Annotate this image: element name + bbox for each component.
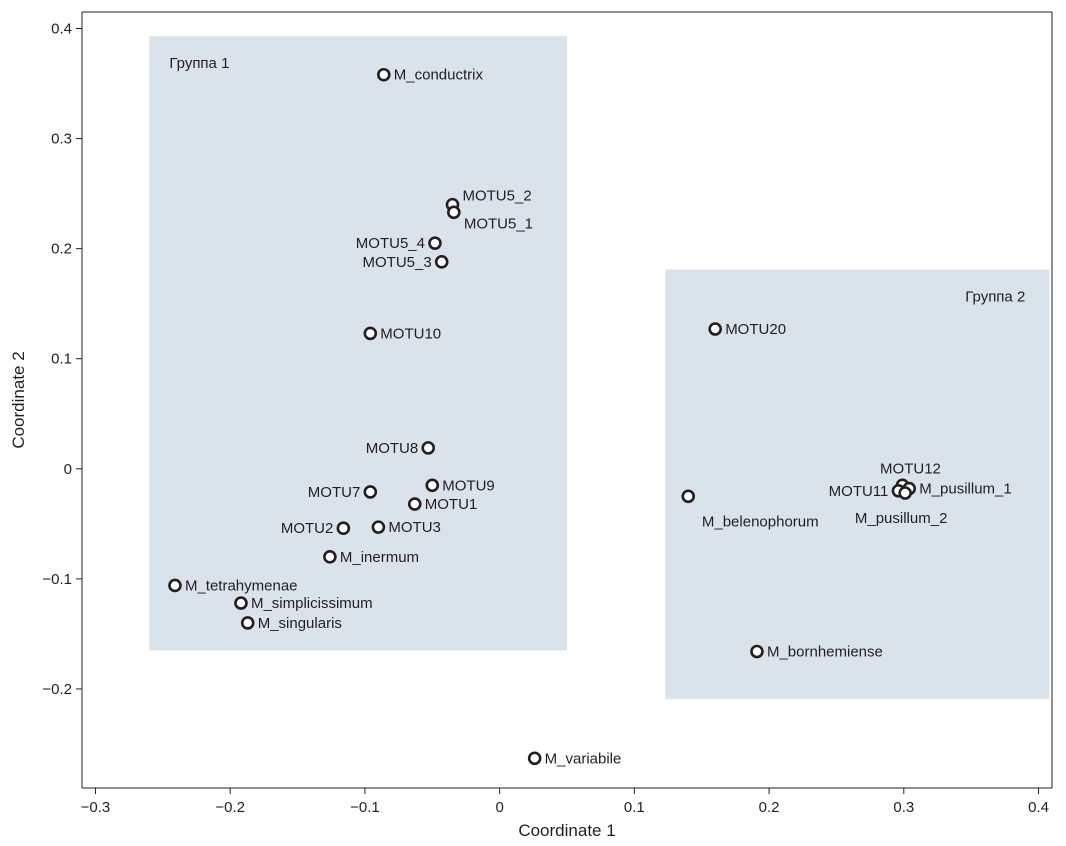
point-label: M_belenophorum bbox=[702, 513, 819, 530]
point-label: MOTU11 bbox=[829, 483, 889, 500]
data-point bbox=[336, 521, 351, 536]
point-label: M_variabile bbox=[545, 750, 622, 767]
point-label: MOTU9 bbox=[442, 477, 495, 494]
data-point bbox=[447, 205, 461, 220]
point-label: MOTU1 bbox=[425, 496, 478, 513]
point-label: M_simplicissimum bbox=[251, 595, 373, 612]
x-tick-label: 0 bbox=[495, 799, 503, 816]
group-label-1: Группа 1 bbox=[169, 55, 229, 72]
data-point bbox=[527, 751, 542, 766]
point-label: MOTU8 bbox=[366, 440, 419, 457]
x-tick-label: 0.1 bbox=[624, 799, 645, 816]
point-label: MOTU5_1 bbox=[464, 215, 533, 232]
point-label: M_pusillum_2 bbox=[855, 510, 948, 527]
y-axis-title: Coordinate 2 bbox=[9, 351, 28, 448]
group-regions: Группа 1 Группа 2 bbox=[149, 36, 1050, 699]
point-label: M_bornhemiense bbox=[767, 644, 883, 661]
group-region-1 bbox=[149, 36, 567, 651]
axes: −0.3 −0.2 −0.1 0 0.1 0.2 0.3 0.4 −0.2 −0.1 0 0.1 0.2… bbox=[42, 11, 1053, 816]
data-point bbox=[323, 550, 337, 564]
data-point bbox=[750, 644, 764, 659]
data-point bbox=[708, 322, 722, 336]
y-tick-label: 0.4 bbox=[51, 21, 72, 38]
point-label: M_conductrix bbox=[394, 67, 484, 84]
point-label: MOTU5_4 bbox=[356, 235, 425, 252]
data-point bbox=[421, 441, 436, 455]
x-tick-label: 0.4 bbox=[1028, 799, 1049, 816]
point-label: MOTU12 bbox=[880, 460, 941, 477]
data-point bbox=[363, 326, 378, 341]
y-tick-label: 0 bbox=[64, 461, 72, 478]
point-label: MOTU5_3 bbox=[363, 254, 432, 271]
point-label: MOTU3 bbox=[388, 519, 441, 536]
data-points: M_conductrix MOTU5_2 MOTU5_1 MOTU5_4 MOTU5_3… bbox=[168, 67, 1012, 767]
x-tick-label: 0.2 bbox=[759, 799, 780, 816]
x-tick-label: −0.1 bbox=[350, 799, 380, 816]
y-tick-label: −0.2 bbox=[42, 681, 72, 698]
x-axis-title: Coordinate 1 bbox=[518, 821, 615, 840]
y-tick-label: 0.3 bbox=[51, 131, 72, 148]
data-point bbox=[240, 616, 255, 630]
y-tick-label: 0.1 bbox=[51, 351, 72, 368]
point-label: MOTU5_2 bbox=[462, 188, 531, 205]
point-label: MOTU7 bbox=[308, 484, 361, 501]
data-point bbox=[234, 596, 248, 610]
data-point bbox=[681, 489, 696, 504]
y-tick-label: −0.1 bbox=[42, 571, 72, 588]
data-point bbox=[428, 236, 442, 250]
point-label: MOTU10 bbox=[380, 325, 441, 342]
group-label-2: Группа 2 bbox=[965, 289, 1025, 306]
x-tick-label: −0.3 bbox=[81, 799, 111, 816]
data-point bbox=[363, 485, 378, 499]
point-label: MOTU2 bbox=[281, 520, 334, 537]
y-tick-label: 0.2 bbox=[51, 241, 72, 258]
point-label: M_pusillum_1 bbox=[919, 481, 1012, 498]
point-label: M_inermum bbox=[340, 549, 419, 566]
data-point bbox=[376, 67, 391, 82]
data-point bbox=[425, 478, 440, 493]
data-point bbox=[371, 520, 386, 534]
data-point bbox=[898, 486, 912, 500]
group-region-2 bbox=[665, 269, 1050, 699]
point-label: M_tetrahymenae bbox=[185, 577, 298, 594]
x-tick-label: −0.2 bbox=[215, 799, 245, 816]
point-label: MOTU20 bbox=[725, 321, 786, 338]
point-label: M_singularis bbox=[258, 615, 342, 632]
data-point bbox=[434, 255, 449, 269]
data-point bbox=[168, 578, 182, 593]
x-tick-label: 0.3 bbox=[893, 799, 914, 816]
data-point bbox=[407, 497, 422, 511]
